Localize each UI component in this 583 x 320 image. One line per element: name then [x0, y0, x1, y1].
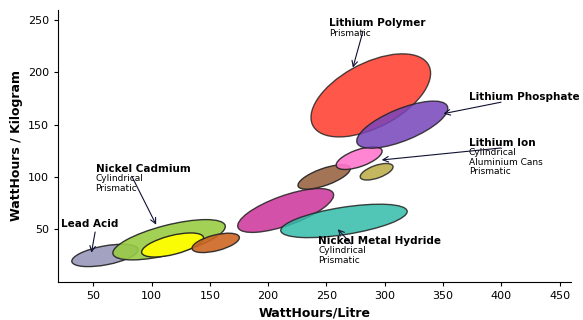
Text: Lithium Polymer: Lithium Polymer [329, 19, 426, 28]
Ellipse shape [360, 164, 393, 180]
Text: Cylindrical: Cylindrical [96, 174, 143, 183]
Ellipse shape [113, 220, 225, 260]
Ellipse shape [298, 165, 350, 189]
Text: Lithium Ion: Lithium Ion [469, 138, 535, 148]
Text: Nickel Metal Hydride: Nickel Metal Hydride [318, 236, 441, 246]
Text: Lead Acid: Lead Acid [61, 219, 118, 229]
Ellipse shape [357, 101, 448, 148]
Ellipse shape [311, 54, 431, 137]
Ellipse shape [281, 204, 407, 238]
Text: Aluminium Cans: Aluminium Cans [469, 157, 543, 166]
Y-axis label: WattHours / Kilogram: WattHours / Kilogram [9, 70, 23, 221]
Text: Lithium Phosphate: Lithium Phosphate [469, 92, 580, 102]
Ellipse shape [238, 188, 333, 232]
X-axis label: WattHours/Litre: WattHours/Litre [259, 306, 371, 319]
Text: Prismatic: Prismatic [469, 167, 511, 176]
Text: Prismatic: Prismatic [329, 29, 371, 38]
Ellipse shape [336, 147, 382, 170]
Text: Cylindrical: Cylindrical [469, 148, 517, 157]
Text: Prismatic: Prismatic [96, 184, 138, 193]
Text: Prismatic: Prismatic [318, 256, 360, 265]
Ellipse shape [72, 244, 138, 267]
Text: Cylindrical: Cylindrical [318, 246, 366, 255]
Ellipse shape [192, 233, 240, 252]
Text: Nickel Cadmium: Nickel Cadmium [96, 164, 191, 174]
Ellipse shape [142, 233, 203, 257]
